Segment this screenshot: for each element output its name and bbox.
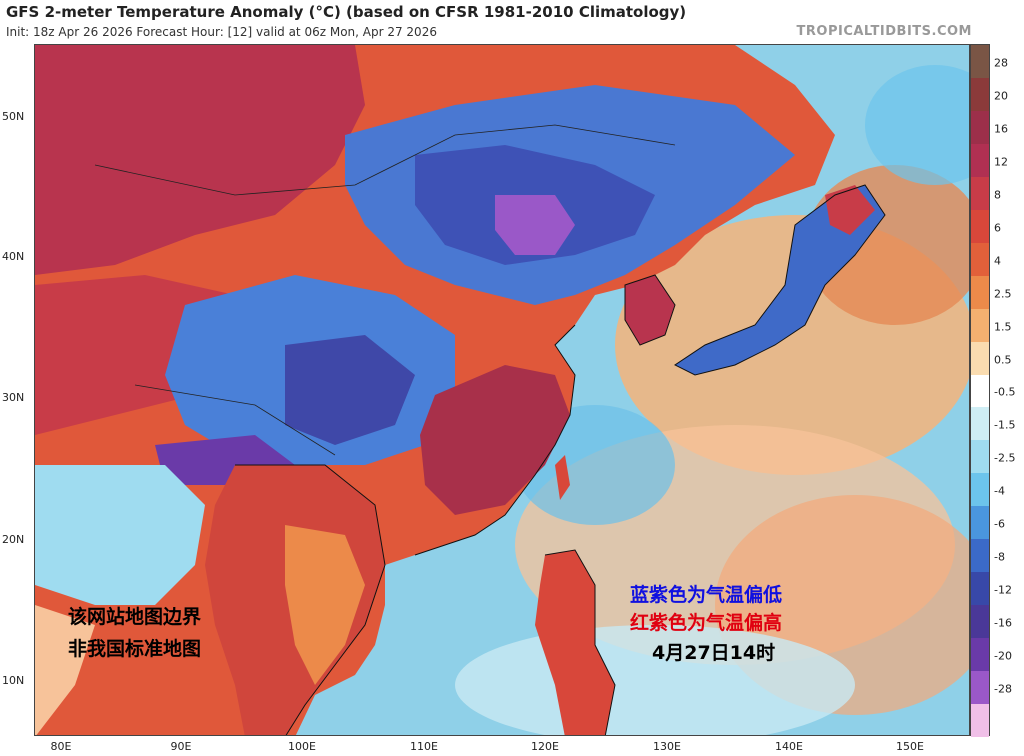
colorbar-segment: [971, 143, 989, 178]
lon-label: 140E: [775, 740, 803, 753]
colorbar-segment: [971, 407, 989, 441]
colorbar-segment: [971, 209, 989, 244]
colorbar-tick-label: 1.5: [994, 320, 1012, 334]
colorbar-segment: [971, 539, 989, 573]
colorbar-tick-label: 28: [994, 56, 1008, 70]
colorbar-segment: [971, 704, 989, 738]
lon-label: 130E: [653, 740, 681, 753]
legend-cold-note: 蓝紫色为气温偏低: [630, 584, 783, 606]
lon-label: 100E: [288, 740, 316, 753]
lon-label: 110E: [410, 740, 438, 753]
colorbar-tick-label: -28: [994, 682, 1012, 696]
colorbar-segment: [971, 374, 989, 408]
brand-watermark: TROPICALTIDBITS.COM: [796, 24, 972, 39]
lon-label: 80E: [50, 740, 72, 753]
colorbar-tick-label: 20: [994, 89, 1008, 103]
colorbar-segment: [971, 275, 989, 310]
disclaimer-line-2: 非我国标准地图: [68, 638, 202, 660]
lon-label: 90E: [170, 740, 192, 753]
colorbar-segment: [971, 638, 989, 672]
lat-label: 50N: [2, 110, 25, 123]
colorbar: [970, 44, 990, 738]
disclaimer-line-1: 该网站地图边界: [68, 606, 202, 628]
colorbar-tick-label: -16: [994, 616, 1012, 630]
legend-warm-note: 红紫色为气温偏高: [630, 612, 783, 634]
colorbar-tick-label: -8: [994, 550, 1005, 564]
colorbar-tick-label: 16: [994, 122, 1008, 136]
lat-label: 20N: [2, 533, 25, 546]
colorbar-tick-label: -2.5: [994, 451, 1016, 465]
map-title: GFS 2-meter Temperature Anomaly (°C) (ba…: [6, 3, 687, 21]
colorbar-tick-label: -12: [994, 583, 1012, 597]
anomaly-map-graphic: [35, 45, 969, 735]
lon-label: 120E: [531, 740, 559, 753]
colorbar-segment: [971, 176, 989, 211]
lat-label: 10N: [2, 674, 25, 687]
colorbar-tick-label: 2.5: [994, 287, 1012, 301]
colorbar-tick-label: 0.5: [994, 353, 1012, 367]
colorbar-tick-label: -1.5: [994, 418, 1016, 432]
anomaly-map: [34, 44, 970, 736]
lon-label: 150E: [896, 740, 924, 753]
colorbar-segment: [971, 308, 989, 343]
colorbar-segment: [971, 110, 989, 145]
colorbar-tick-label: 6: [994, 221, 1001, 235]
colorbar-segment: [971, 572, 989, 606]
colorbar-segment: [971, 77, 989, 112]
colorbar-segment: [971, 440, 989, 474]
colorbar-tick-label: 12: [994, 155, 1008, 169]
map-subtitle: Init: 18z Apr 26 2026 Forecast Hour: [12…: [6, 25, 437, 39]
colorbar-tick-label: -4: [994, 484, 1005, 498]
colorbar-tick-label: -6: [994, 517, 1005, 531]
colorbar-segment: [971, 506, 989, 540]
colorbar-tick-label: 4: [994, 254, 1001, 268]
valid-time-note: 4月27日14时: [652, 642, 776, 664]
colorbar-tick-label: 8: [994, 188, 1001, 202]
colorbar-segment: [971, 341, 989, 375]
colorbar-tick-label: -20: [994, 649, 1012, 663]
colorbar-segment: [971, 242, 989, 277]
colorbar-segment: [971, 605, 989, 639]
colorbar-tick-label: -0.5: [994, 385, 1016, 399]
lat-label: 40N: [2, 250, 25, 263]
colorbar-segment: [971, 671, 989, 705]
colorbar-segment: [971, 45, 989, 79]
colorbar-segment: [971, 473, 989, 507]
lat-label: 30N: [2, 391, 25, 404]
